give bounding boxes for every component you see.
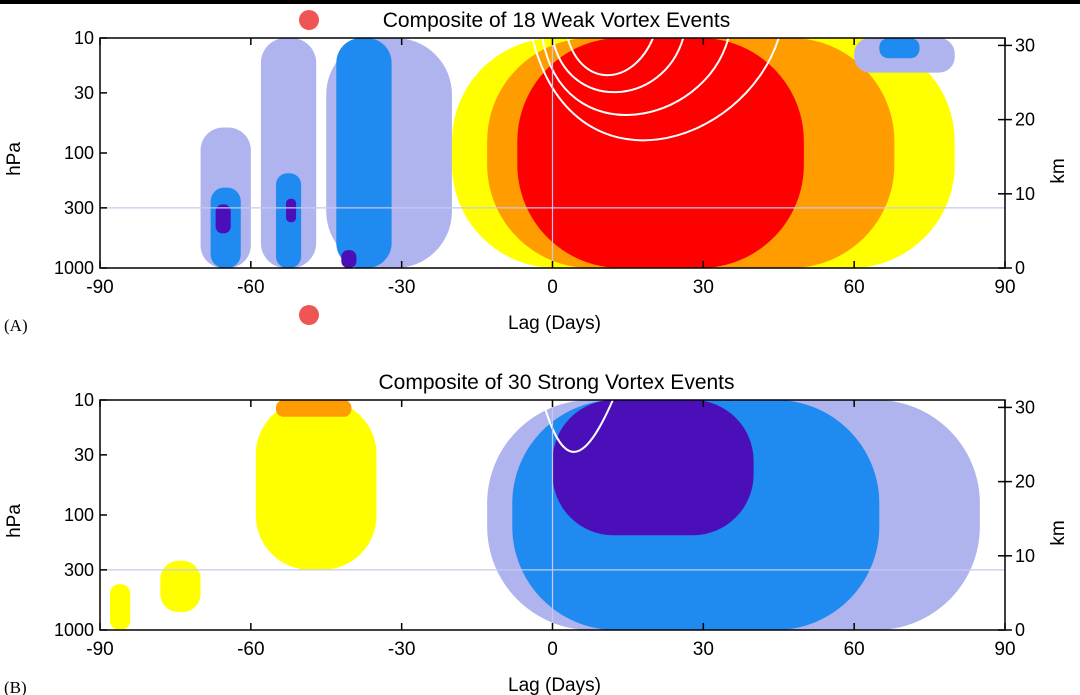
y2-tick-label-b-2: 10 (1015, 546, 1035, 566)
x-tick-label-b-2: -30 (388, 639, 415, 660)
y-tick-label-a-2: 100 (64, 143, 94, 163)
x-axis-label-a: Lag (Days) (508, 313, 601, 334)
shaded-region-b-6 (552, 400, 754, 536)
x-tick-label-a-4: 30 (693, 277, 714, 298)
top-border (0, 0, 1080, 4)
x-tick-label-a-3: 0 (547, 277, 558, 298)
x-axis-label-b: Lag (Days) (508, 675, 601, 695)
y2-tick-label-b-0: 30 (1015, 397, 1035, 417)
shaded-region-a-2 (215, 204, 231, 234)
shaded-region-a-8 (341, 250, 357, 268)
y-axis-label-a: hPa (4, 142, 25, 176)
x-tick-label-b-0: -90 (86, 639, 113, 660)
contour-b-0 (541, 400, 614, 453)
panel-label-a: (A) (4, 316, 28, 335)
x-tick-label-a-2: -30 (388, 277, 415, 298)
contour-a-1 (551, 38, 685, 94)
y-tick-label-a-3: 300 (64, 198, 94, 218)
contours-a (531, 38, 780, 142)
y-tick-label-a-0: 10 (74, 28, 94, 48)
panel-label-b: (B) (4, 678, 27, 695)
contour-a-0 (566, 38, 654, 77)
shaded-regions-b (110, 400, 980, 630)
y2-tick-label-a-0: 30 (1015, 35, 1035, 55)
x-tick-label-a-5: 60 (844, 277, 865, 298)
y2-tick-label-a-2: 10 (1015, 184, 1035, 204)
y-tick-label-b-1: 30 (74, 445, 94, 465)
x-tick-label-b-5: 60 (844, 639, 865, 660)
marker-dot-top (299, 10, 319, 30)
y-tick-label-a-4: 1000 (54, 258, 94, 278)
y2-tick-label-a-1: 20 (1015, 110, 1035, 130)
y2-tick-label-a-3: 0 (1015, 258, 1025, 278)
x-tick-label-a-6: 90 (994, 277, 1015, 298)
contour-a-2 (541, 38, 730, 116)
shaded-region-a-3 (260, 38, 317, 268)
chart-title-a: Composite of 18 Weak Vortex Events (383, 9, 730, 32)
x-tick-label-b-1: -60 (237, 639, 264, 660)
shaded-region-b-3 (275, 400, 352, 417)
y-tick-label-b-0: 10 (74, 390, 94, 410)
panel-b: -90 -60 -30 0 30 60 90103010030010003020100Com… (4, 371, 1069, 695)
y2-tick-label-b-1: 20 (1015, 472, 1035, 492)
shaded-region-a-13 (879, 38, 920, 59)
y-tick-label-a-1: 30 (74, 83, 94, 103)
marker-dot-bottom (299, 305, 319, 325)
x-tick-label-b-3: 0 (547, 639, 558, 660)
x-tick-label-a-1: -60 (237, 277, 264, 298)
x-tick-label-b-6: 90 (994, 639, 1015, 660)
y-tick-label-b-4: 1000 (54, 620, 94, 640)
shaded-region-a-5 (286, 198, 297, 223)
y2-axis-label-b: km (1048, 520, 1069, 545)
contour-a-3 (531, 38, 780, 142)
shaded-region-a-11 (517, 38, 804, 268)
shaded-region-b-2 (255, 400, 377, 570)
x-tick-label-a-0: -90 (86, 277, 113, 298)
y-tick-label-b-2: 100 (64, 505, 94, 525)
contours-b (541, 400, 614, 453)
y-tick-label-b-3: 300 (64, 560, 94, 580)
y2-tick-label-b-3: 0 (1015, 620, 1025, 640)
y2-axis-label-a: km (1048, 158, 1069, 183)
panel-a: -90 -60 -30 0 30 60 90103010030010003020100Com… (4, 9, 1069, 335)
y-axis-label-b: hPa (4, 504, 25, 538)
chart-title-b: Composite of 30 Strong Vortex Events (378, 371, 734, 394)
shaded-region-a-7 (336, 38, 392, 268)
shaded-regions-a (200, 38, 955, 268)
x-tick-label-b-4: 30 (693, 639, 714, 660)
shaded-region-b-0 (110, 584, 131, 630)
shaded-region-b-1 (160, 560, 201, 613)
